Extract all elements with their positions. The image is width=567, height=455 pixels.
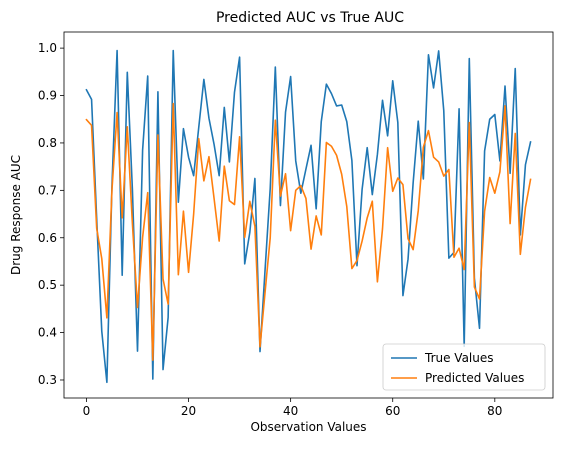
x-axis-label: Observation Values [250, 420, 366, 434]
y-tick-label: 0.5 [38, 278, 57, 292]
legend-box [382, 343, 546, 391]
y-axis-label: Drug Response AUC [9, 155, 23, 275]
x-tick-label: 60 [385, 404, 400, 418]
y-axis: 0.3 0.4 0.5 0.6 0.7 0.8 0.9 1.0 [38, 41, 64, 387]
legend-label: True Values [424, 351, 494, 365]
series-line-true-values [85, 49, 532, 384]
y-tick-label: 0.4 [38, 326, 57, 340]
legend: True Values Predicted Values [382, 343, 546, 391]
x-tick-label: 80 [487, 404, 502, 418]
axes-frame [63, 31, 554, 399]
y-tick-label: 1.0 [38, 41, 57, 55]
y-tick-label: 0.3 [38, 373, 57, 387]
y-tick-label: 0.8 [38, 136, 57, 150]
x-tick-label: 0 [83, 404, 91, 418]
plot-area [85, 49, 532, 384]
chart-title: Predicted AUC vs True AUC [216, 10, 404, 26]
y-tick-label: 0.6 [38, 231, 57, 245]
x-tick-label: 40 [283, 404, 298, 418]
y-tick-label: 0.9 [38, 89, 57, 103]
y-tick-label: 0.7 [38, 183, 57, 197]
legend-label: Predicted Values [425, 371, 524, 385]
x-tick-label: 20 [181, 404, 196, 418]
series-line-predicted-values [85, 102, 532, 361]
x-axis: 0 20 40 60 80 [83, 398, 502, 418]
